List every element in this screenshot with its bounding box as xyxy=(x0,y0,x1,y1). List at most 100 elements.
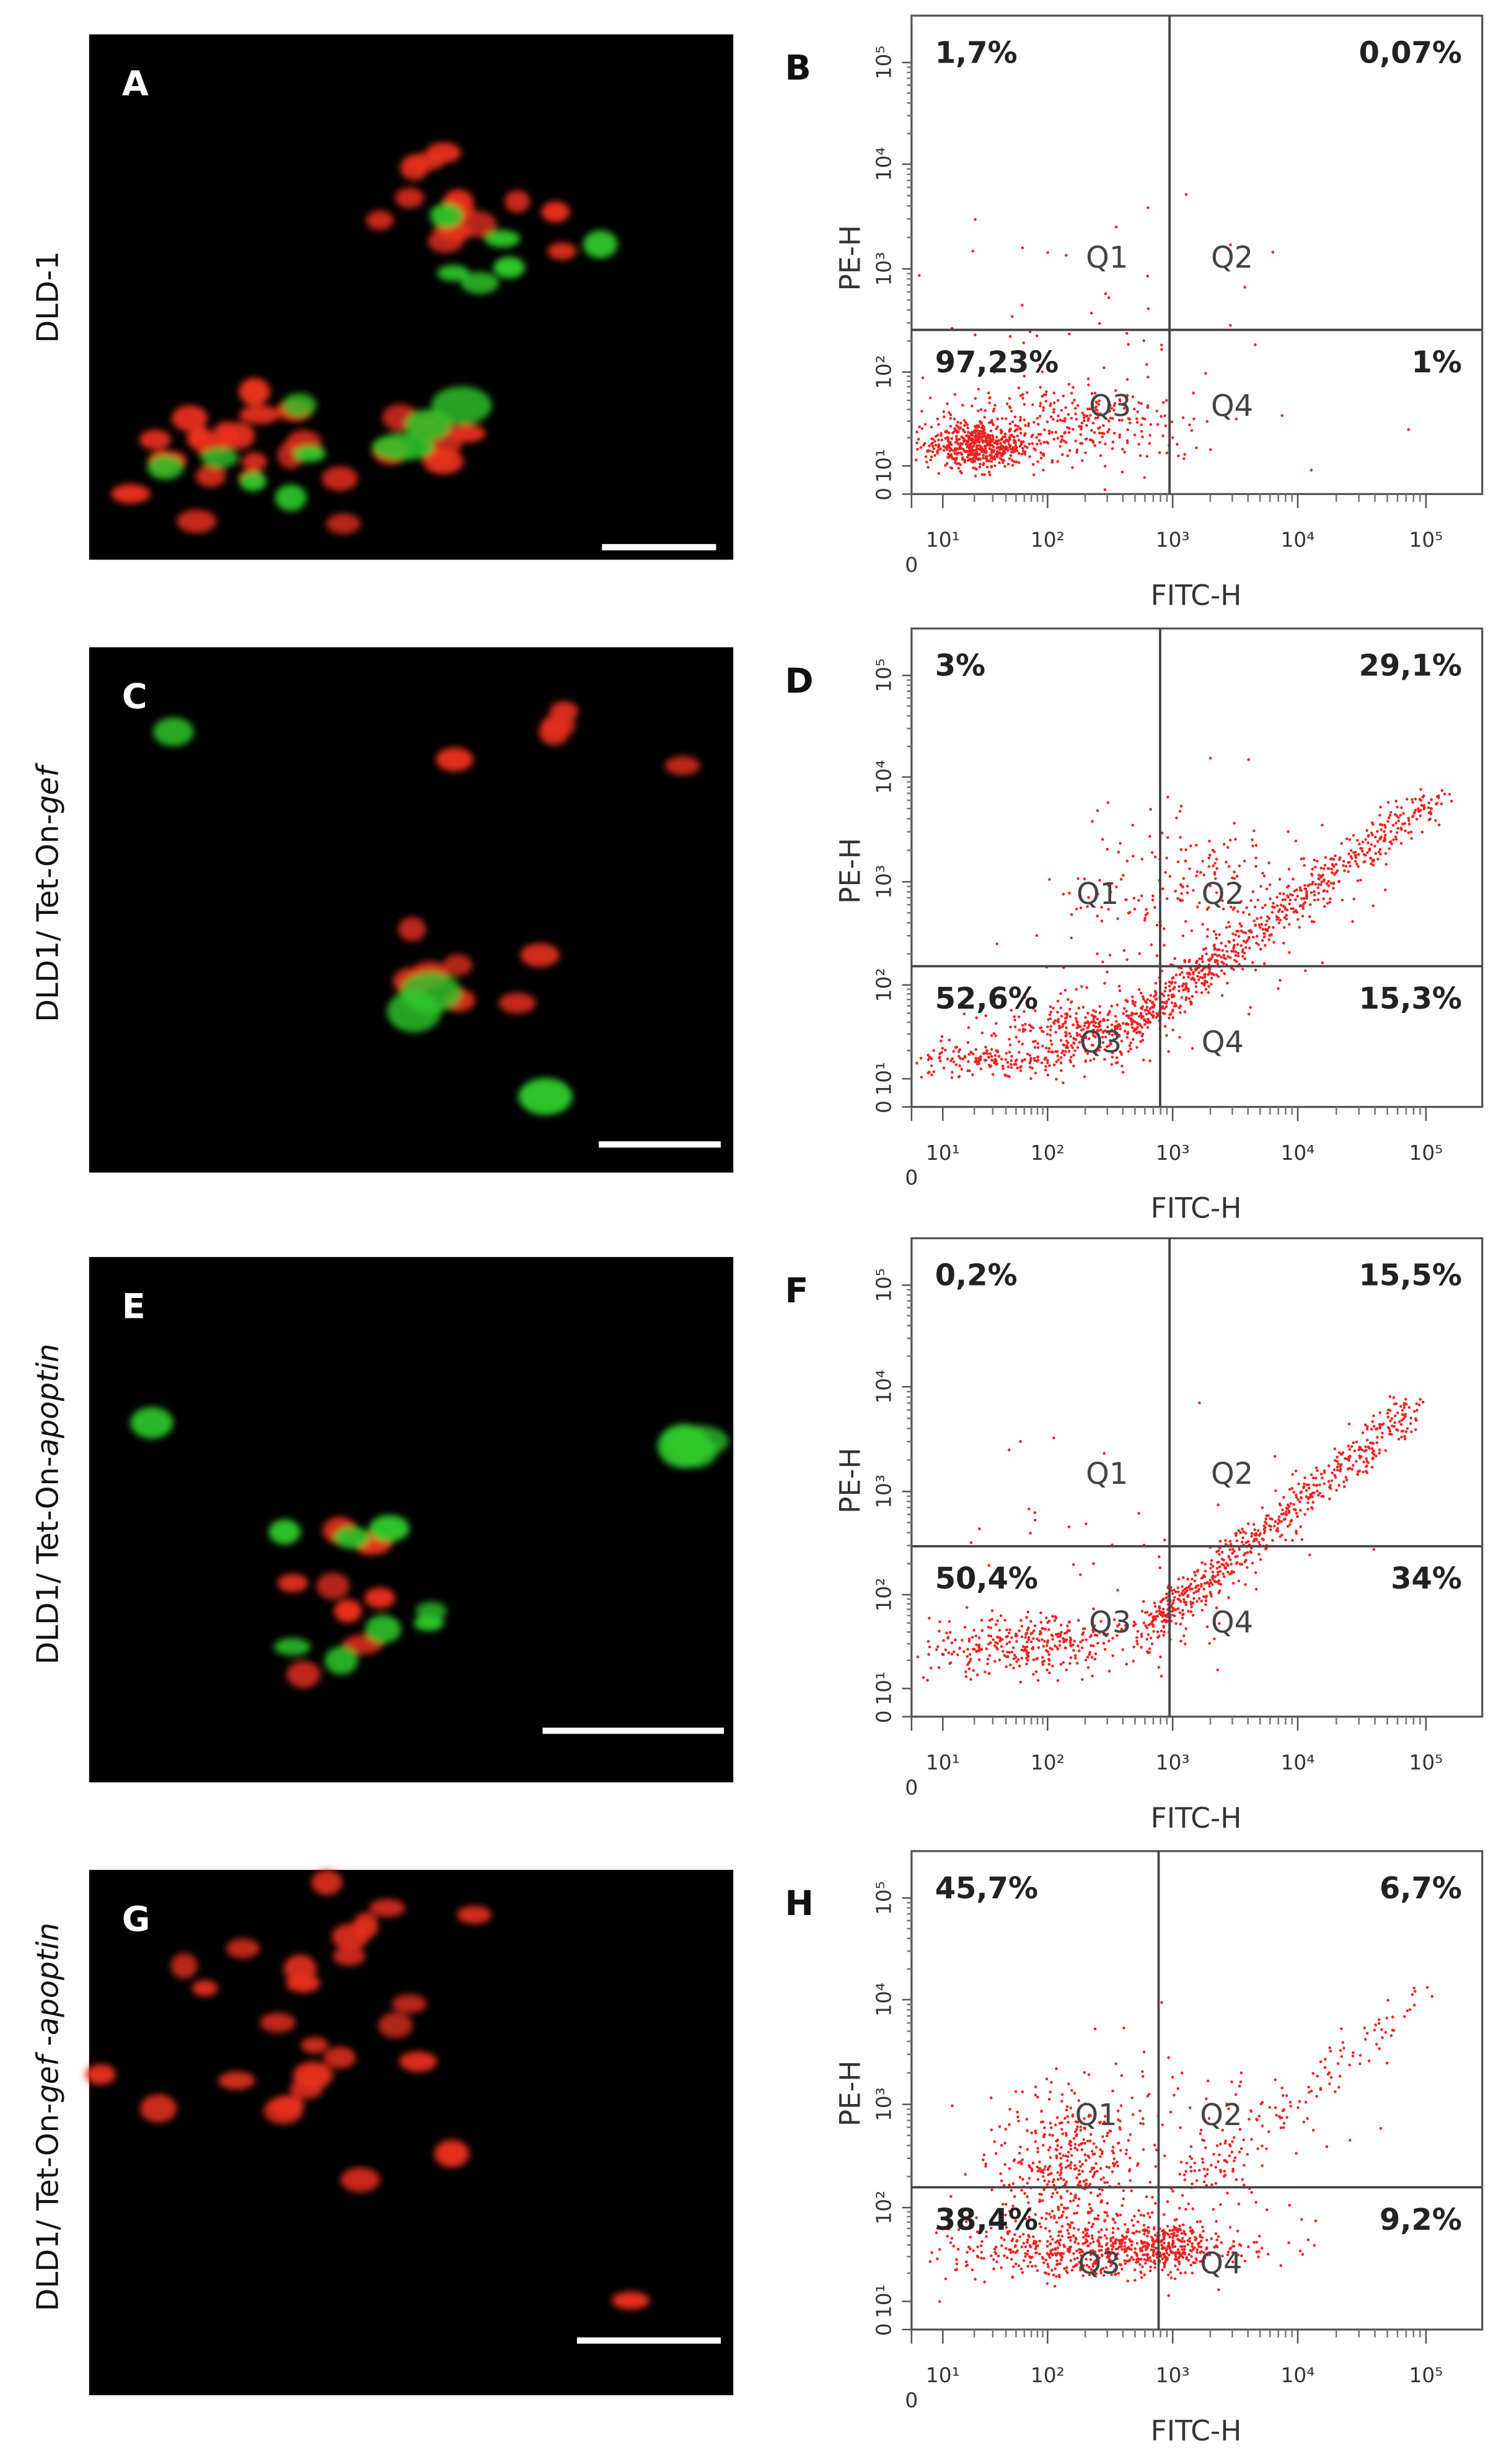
event xyxy=(1067,1050,1071,1053)
event xyxy=(1056,1647,1060,1651)
event xyxy=(1081,1639,1085,1642)
event xyxy=(1109,2253,1112,2256)
event xyxy=(967,436,971,439)
event xyxy=(1314,1476,1318,1480)
event xyxy=(1355,1460,1358,1463)
event xyxy=(1056,2171,1060,2174)
event xyxy=(1327,880,1331,883)
event xyxy=(1150,1612,1153,1616)
event xyxy=(1303,1476,1306,1480)
cell xyxy=(293,2061,333,2089)
event xyxy=(1228,1548,1232,1551)
event xyxy=(1383,830,1386,833)
event xyxy=(1063,417,1067,420)
event xyxy=(1091,2175,1095,2178)
event xyxy=(1106,2214,1109,2217)
event xyxy=(1204,1599,1208,1603)
event xyxy=(1135,2258,1138,2261)
event xyxy=(1039,1621,1043,1624)
event xyxy=(1047,432,1051,436)
event xyxy=(1119,841,1122,845)
event xyxy=(1161,993,1164,996)
event xyxy=(1174,1622,1178,1625)
event xyxy=(1237,935,1241,938)
x-tick-label: 10⁵ xyxy=(1409,1751,1443,1774)
event xyxy=(1046,1025,1049,1028)
event xyxy=(1044,2271,1047,2274)
event xyxy=(1251,961,1254,964)
event xyxy=(1182,457,1186,460)
event xyxy=(1324,856,1327,859)
event xyxy=(1167,1050,1170,1053)
event xyxy=(1026,2238,1029,2242)
event xyxy=(1029,1025,1033,1028)
event xyxy=(1061,1025,1064,1028)
event xyxy=(1228,1572,1231,1576)
event xyxy=(1216,962,1220,965)
event xyxy=(1200,957,1204,960)
event xyxy=(1059,2262,1062,2266)
event xyxy=(1085,986,1088,989)
event xyxy=(1173,1595,1176,1599)
event xyxy=(1065,2108,1068,2111)
event xyxy=(1169,1012,1173,1015)
event xyxy=(936,445,940,449)
event xyxy=(1133,1004,1137,1007)
event xyxy=(1053,2216,1056,2220)
event xyxy=(1010,2258,1013,2261)
event xyxy=(1288,951,1291,954)
event xyxy=(1267,917,1271,920)
event xyxy=(1010,410,1013,413)
event xyxy=(1099,412,1102,416)
event xyxy=(1239,929,1243,932)
cell xyxy=(664,756,700,776)
event xyxy=(1196,905,1199,909)
event xyxy=(1147,2212,1150,2216)
event xyxy=(1043,2179,1046,2183)
event xyxy=(1081,411,1084,414)
event xyxy=(1023,418,1026,421)
event xyxy=(1220,942,1223,945)
event xyxy=(1334,1459,1337,1462)
event xyxy=(1231,2251,1235,2255)
event xyxy=(1124,2237,1127,2240)
event xyxy=(1228,940,1231,944)
event xyxy=(1362,1460,1366,1463)
event xyxy=(1230,905,1233,909)
event xyxy=(1078,1649,1081,1652)
event xyxy=(1086,905,1089,908)
event xyxy=(1092,1562,1095,1566)
cell xyxy=(282,393,317,418)
event xyxy=(1114,1028,1117,1031)
y-tick-label: 10⁵ xyxy=(872,659,896,693)
event xyxy=(1230,1570,1234,1573)
event xyxy=(1119,1027,1122,1030)
event xyxy=(1032,421,1036,424)
event xyxy=(1356,839,1359,842)
event xyxy=(1103,2181,1106,2185)
x-tick-label: 10² xyxy=(1031,1751,1065,1774)
y-tick-label: 10¹ xyxy=(872,449,896,483)
event xyxy=(971,431,975,434)
event xyxy=(1025,1657,1028,1660)
event xyxy=(1184,1627,1187,1630)
event xyxy=(1010,1636,1013,1639)
event xyxy=(1329,857,1332,861)
event xyxy=(1221,907,1225,911)
event xyxy=(984,1670,987,1673)
event xyxy=(1046,2240,1049,2243)
event xyxy=(998,448,1001,451)
event xyxy=(1187,960,1191,963)
event xyxy=(1260,2247,1264,2250)
event xyxy=(1145,1012,1148,1015)
event xyxy=(1036,1046,1040,1050)
event xyxy=(926,449,929,453)
event xyxy=(1344,1457,1347,1460)
event xyxy=(1024,432,1027,436)
event xyxy=(1237,1529,1241,1532)
event xyxy=(1199,870,1202,874)
event xyxy=(1102,424,1105,427)
event xyxy=(1001,1650,1005,1653)
event xyxy=(1054,2188,1057,2191)
event xyxy=(988,473,992,476)
